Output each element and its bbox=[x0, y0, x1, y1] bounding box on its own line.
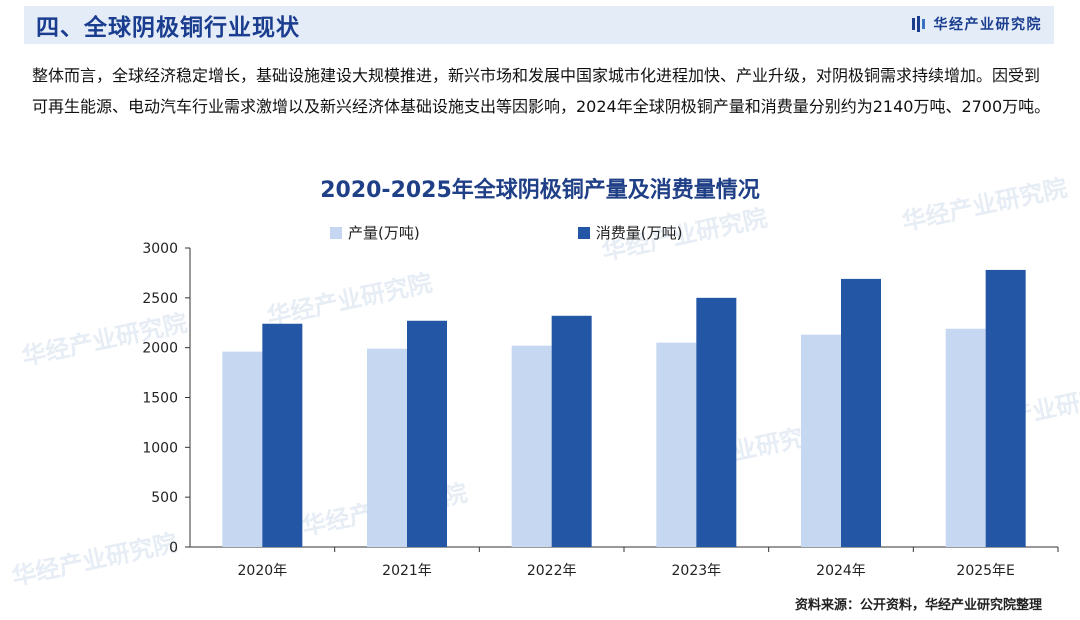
bar-consumption bbox=[551, 315, 592, 547]
bar-production bbox=[367, 348, 407, 547]
bar-production bbox=[511, 345, 552, 547]
legend-label-production: 产量(万吨) bbox=[348, 224, 420, 242]
page-title: 四、全球阴极铜行业现状 bbox=[36, 15, 300, 41]
bar-consumption bbox=[841, 278, 881, 547]
legend-swatch-consumption bbox=[577, 226, 590, 239]
x-tick-label: 2023年 bbox=[672, 563, 722, 579]
x-tick-label: 2025年E bbox=[956, 563, 1014, 579]
bar-consumption bbox=[407, 320, 447, 547]
legend-item-consumption: 消费量(万吨) bbox=[577, 222, 683, 243]
source-note: 资料来源：公开资料，华经产业研究院整理 bbox=[794, 598, 1042, 613]
y-tick-label: 1500 bbox=[142, 391, 178, 407]
y-tick-label: 500 bbox=[151, 490, 178, 506]
bar-production bbox=[801, 334, 841, 547]
bar-production bbox=[945, 328, 986, 547]
brand: 华经产业研究院 bbox=[911, 14, 1043, 34]
bar-production bbox=[222, 351, 263, 547]
legend-item-production: 产量(万吨) bbox=[330, 222, 420, 243]
y-tick-label: 0 bbox=[169, 540, 178, 556]
chart-title: 2020-2025年全球阴极铜产量及消费量情况 bbox=[320, 178, 760, 203]
bar-consumption bbox=[262, 323, 303, 547]
x-tick-label: 2020年 bbox=[238, 563, 288, 579]
intro-paragraph: 整体而言，全球经济稳定增长，基础设施建设大规模推进，新兴市场和发展中国家城市化进… bbox=[32, 66, 1051, 116]
y-tick-label: 2000 bbox=[142, 341, 178, 357]
bar-consumption bbox=[985, 269, 1026, 547]
y-tick-label: 3000 bbox=[142, 241, 178, 257]
y-tick-label: 1000 bbox=[142, 440, 178, 456]
brand-logo-icon bbox=[911, 16, 925, 32]
bar-consumption bbox=[696, 297, 737, 547]
x-tick-label: 2024年 bbox=[816, 563, 866, 579]
x-tick-label: 2021年 bbox=[382, 563, 432, 579]
y-tick-label: 2500 bbox=[142, 291, 178, 307]
header-bar bbox=[24, 6, 1054, 44]
legend-swatch-production bbox=[330, 226, 342, 239]
brand-name: 华经产业研究院 bbox=[933, 17, 1042, 33]
chart-legend: 产量(万吨) 消费量(万吨) bbox=[330, 222, 682, 243]
bar-production bbox=[656, 342, 697, 547]
legend-label-consumption: 消费量(万吨) bbox=[595, 224, 683, 242]
x-tick-label: 2022年 bbox=[527, 563, 577, 579]
